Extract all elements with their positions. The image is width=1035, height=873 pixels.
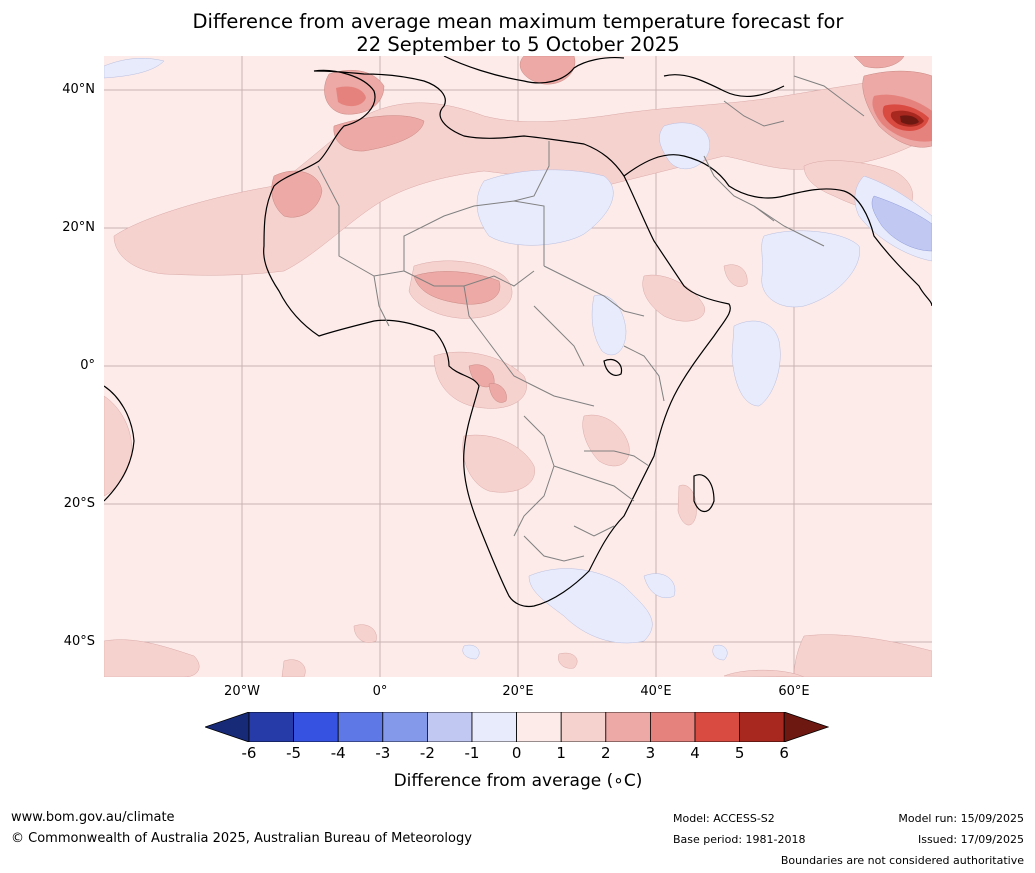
colorbar-segment [739,712,785,742]
colorbar-segment [426,712,473,742]
colorbar-tick-label: -1 [464,744,480,762]
country-boundaries [317,75,865,562]
colorbar-tick-label: 3 [645,744,656,762]
colorbar-segment [694,712,740,742]
lat-label-20n: 20°N [62,220,95,235]
colorbar-tick-label: -2 [419,744,435,762]
footer-website: www.bom.gov.au/climate [11,810,175,825]
lon-label-60e: 60°E [778,684,810,699]
colorbar-over-triangle [783,712,829,742]
colorbar-tick-label: -5 [286,744,302,762]
colorbar-tick-label: 5 [734,744,745,762]
colorbar [205,712,829,742]
coastlines [104,56,932,608]
map-title: Difference from average mean maximum tem… [104,10,932,56]
colorbar-tick-label: 0 [511,744,522,762]
anomaly-cool-medium [871,195,932,252]
colorbar-segment [382,712,428,742]
colorbar-tick-label: 4 [690,744,700,762]
title-line-1: Difference from average mean maximum tem… [192,10,844,33]
colorbar-tick-label: 1 [556,744,566,762]
colorbar-segment [516,712,562,742]
colorbar-title: Difference from average (∘C) [393,771,643,791]
colorbar-segment [293,712,339,742]
lat-label-40s: 40°S [63,634,95,649]
anomaly-warm-medium [271,56,932,403]
colorbar-segment [605,712,651,742]
colorbar-tick-label: 6 [779,744,789,762]
footer-disclaimer: Boundaries are not considered authoritat… [780,854,1024,867]
lat-label-0: 0° [80,358,95,373]
lon-label-0: 0° [372,684,388,699]
colorbar-segment [649,712,696,742]
anomaly-warm-strong [336,86,932,142]
colorbar-segment [248,712,294,742]
title-line-2: 22 September to 5 October 2025 [356,33,680,56]
colorbar-tick-label: -4 [330,744,346,762]
colorbar-tick-label: -6 [241,744,257,762]
footer-model-run: Model run: 15/09/2025 [898,812,1024,825]
footer-base-period: Base period: 1981-2018 [673,833,806,846]
lat-label-20s: 20°S [63,496,95,511]
footer-model: Model: ACCESS-S2 [673,812,775,825]
lat-label-40n: 40°N [62,82,95,97]
colorbar-under-triangle [205,712,250,742]
colorbar-segment [337,712,384,742]
temperature-anomaly-map [104,56,932,677]
footer-copyright: © Commonwealth of Australia 2025, Austra… [11,831,472,846]
colorbar-tick-label: -3 [375,744,391,762]
colorbar-segment [560,712,607,742]
map-canvas [104,56,932,677]
lon-label-20w: 20°W [224,684,260,699]
colorbar-segment [471,712,517,742]
colorbar-tick-label: 2 [601,744,611,762]
lon-label-20e: 20°E [502,684,534,699]
footer-issued: Issued: 17/09/2025 [917,833,1024,846]
lon-label-40e: 40°E [640,684,672,699]
